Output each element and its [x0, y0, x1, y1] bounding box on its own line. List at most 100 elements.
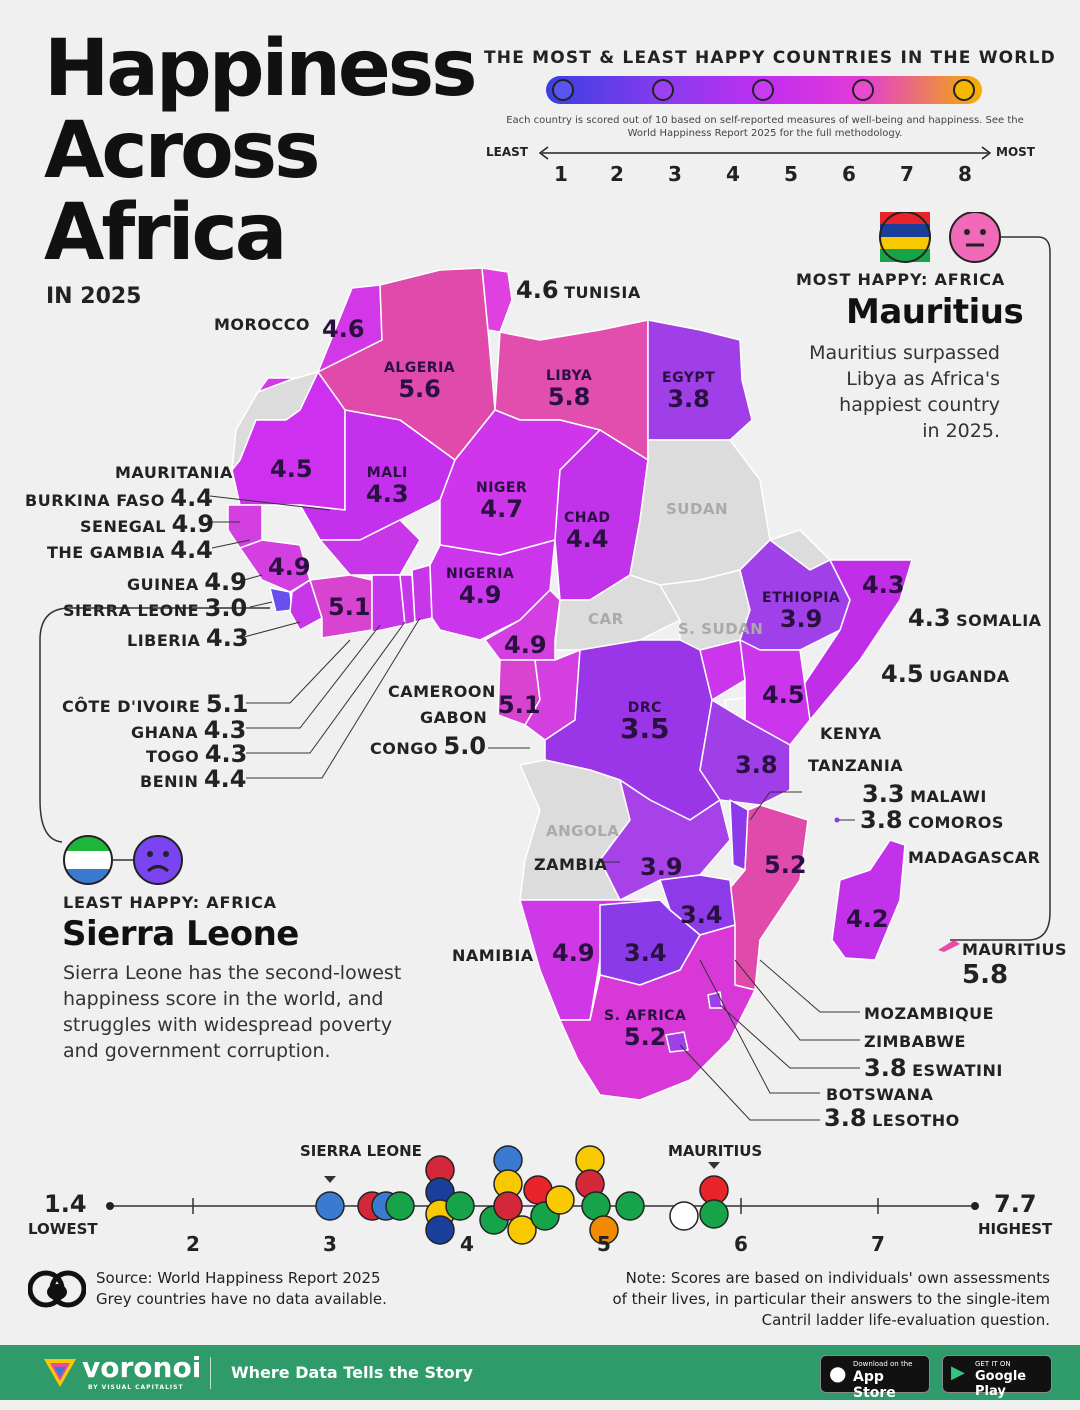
label-mauritania: MAURITANIA [115, 463, 233, 482]
value-zambia-map: 3.9 [640, 853, 683, 881]
least-happy-heading: LEAST HAPPY: AFRICA [63, 893, 277, 912]
ghana-shape [371, 574, 406, 633]
label-gabon: GABON [420, 708, 488, 727]
label-botswana: BOTSWANA [826, 1085, 934, 1104]
apple-icon: ● [829, 1361, 847, 1385]
value-zimbabwe-map: 3.4 [680, 901, 723, 929]
value-ethiopia: ETHIOPIA 3.9 [762, 590, 841, 633]
mauritius-connector [879, 212, 1051, 941]
least-happy-name: Sierra Leone [62, 914, 299, 954]
label-burkina-faso: BURKINA FASO 4.4 [25, 484, 213, 512]
value-mauritania: 4.5 [270, 455, 313, 483]
visual-capitalist-logo-icon [28, 1270, 86, 1308]
label-guinea: GUINEA 4.9 [127, 568, 247, 596]
no-data-sudan: SUDAN [666, 500, 729, 518]
label-kenya: KENYA [820, 724, 882, 743]
value-cote-divoire-map: 5.1 [328, 593, 371, 621]
label-the-gambia: THE GAMBIA 4.4 [47, 536, 213, 564]
axis-marker-sierra-leone: SIERRA LEONE [300, 1142, 422, 1160]
least-happy-text: Sierra Leone has the second-lowest happin… [63, 962, 402, 1062]
value-namibia-map: 4.9 [552, 939, 595, 967]
legend-tick: 8 [958, 162, 972, 186]
tanzania-shape [699, 699, 791, 806]
label-benin: BENIN 4.4 [140, 765, 247, 793]
footer-bar: voronoi BY VISUAL CAPITALIST Where Data … [0, 1345, 1080, 1401]
value-cameroon-map: 4.9 [504, 631, 547, 659]
most-label: MOST [996, 145, 1035, 159]
madagascar-shape [831, 839, 906, 961]
value-egypt: EGYPT 3.8 [662, 370, 716, 413]
least-label: LEAST [486, 145, 528, 159]
s-africa-shape [559, 924, 756, 1101]
brand-name: voronoi [82, 1351, 202, 1384]
legend-tick: 4 [726, 162, 740, 186]
value-morocco: 4.6 [322, 315, 365, 343]
value-drc: DRC 3.5 [620, 700, 670, 745]
value-tanzania-map: 3.8 [735, 751, 778, 779]
value-guinea-map: 4.9 [268, 553, 311, 581]
play-icon: ▶ [951, 1362, 965, 1383]
label-morocco: MOROCCO [214, 315, 311, 334]
value-mali: MALI 4.3 [366, 465, 409, 508]
most-happy-name: Mauritius [846, 292, 1024, 332]
value-somalia-map: 4.3 [862, 571, 905, 599]
no-data-s-sudan: S. SUDAN [678, 620, 764, 638]
label-tanzania: TANZANIA [808, 756, 904, 775]
label-mauritius: MAURITIUS [962, 940, 1067, 959]
label-somalia: 4.3 SOMALIA [908, 604, 1042, 632]
footer-tagline: Where Data Tells the Story [231, 1363, 473, 1382]
kenya-shape [739, 639, 811, 746]
app-store-button[interactable]: ● Download on the App Store [820, 1355, 930, 1401]
source-text: Source: World Happiness Report 2025 Grey … [96, 1269, 387, 1308]
value-niger: NIGER 4.7 [476, 480, 528, 523]
google-play-button[interactable]: ▶ GET IT ON Google Play [942, 1355, 1052, 1399]
sierra-leone-shape [269, 587, 293, 613]
value-chad: CHAD 4.4 [564, 510, 611, 553]
methodology-note: Note: Scores are based on individuals' o… [612, 1269, 1050, 1329]
legend-tick: 2 [610, 162, 624, 186]
legend-note: Each country is scored out of 10 based o… [506, 115, 1024, 139]
title-line-2: Across [44, 106, 321, 196]
footer-divider [210, 1357, 211, 1389]
label-liberia: LIBERIA 4.3 [127, 624, 249, 652]
axis-marker-mauritius: MAURITIUS [668, 1142, 763, 1160]
label-cote-divoire: CÔTE D'IVOIRE 5.1 [62, 690, 249, 718]
most-happy-text: Mauritius surpassed Libya as Africa's happ… [809, 342, 1000, 442]
label-togo: TOGO 4.3 [146, 740, 248, 768]
axis-tick: 7 [871, 1232, 885, 1256]
label-comoros: 3.8 COMOROS [860, 806, 1004, 834]
title-line-1: Happiness [44, 24, 478, 114]
axis-tick: 6 [734, 1232, 748, 1256]
axis-tick: 5 [597, 1232, 611, 1256]
value-mozambique-map: 5.2 [764, 851, 807, 879]
subtitle: IN 2025 [46, 284, 142, 309]
mauritius-island-icon [938, 940, 960, 952]
label-congo: CONGO 5.0 [370, 732, 487, 760]
label-tunisia: 4.6 TUNISIA [516, 276, 641, 304]
axis-tick: 4 [460, 1232, 474, 1256]
label-ghana: GHANA 4.3 [131, 716, 247, 744]
value-s-africa: S. AFRICA 5.2 [604, 1008, 687, 1051]
benin-shape [411, 564, 433, 623]
label-namibia: NAMIBIA [452, 946, 534, 965]
no-data-car: CAR [588, 610, 624, 628]
neutral-face-icon [752, 79, 774, 101]
label-lesotho: 3.8 LESOTHO [824, 1104, 960, 1132]
label-mozambique: MOZAMBIQUE [864, 1004, 995, 1023]
axis-tick: 2 [186, 1232, 200, 1256]
value-nigeria: NIGERIA 4.9 [446, 566, 515, 609]
label-uganda: 4.5 UGANDA [881, 660, 1010, 688]
axis-lowest-value: 1.4 [44, 1190, 87, 1218]
value-botswana-map: 3.4 [624, 939, 667, 967]
legend-heading: THE MOST & LEAST HAPPY COUNTRIES IN THE … [484, 48, 1056, 68]
value-mauritius: 5.8 [962, 960, 1009, 990]
very-sad-face-icon [552, 79, 574, 101]
legend-tick: 5 [784, 162, 798, 186]
africa-map [39, 267, 913, 1121]
legend-tick: 3 [668, 162, 682, 186]
label-sierra-leone: SIERRA LEONE 3.0 [63, 594, 248, 622]
value-kenya-map: 4.5 [762, 681, 805, 709]
most-happy-heading: MOST HAPPY: AFRICA [796, 270, 1006, 289]
label-zimbabwe: ZIMBABWE [864, 1032, 966, 1051]
